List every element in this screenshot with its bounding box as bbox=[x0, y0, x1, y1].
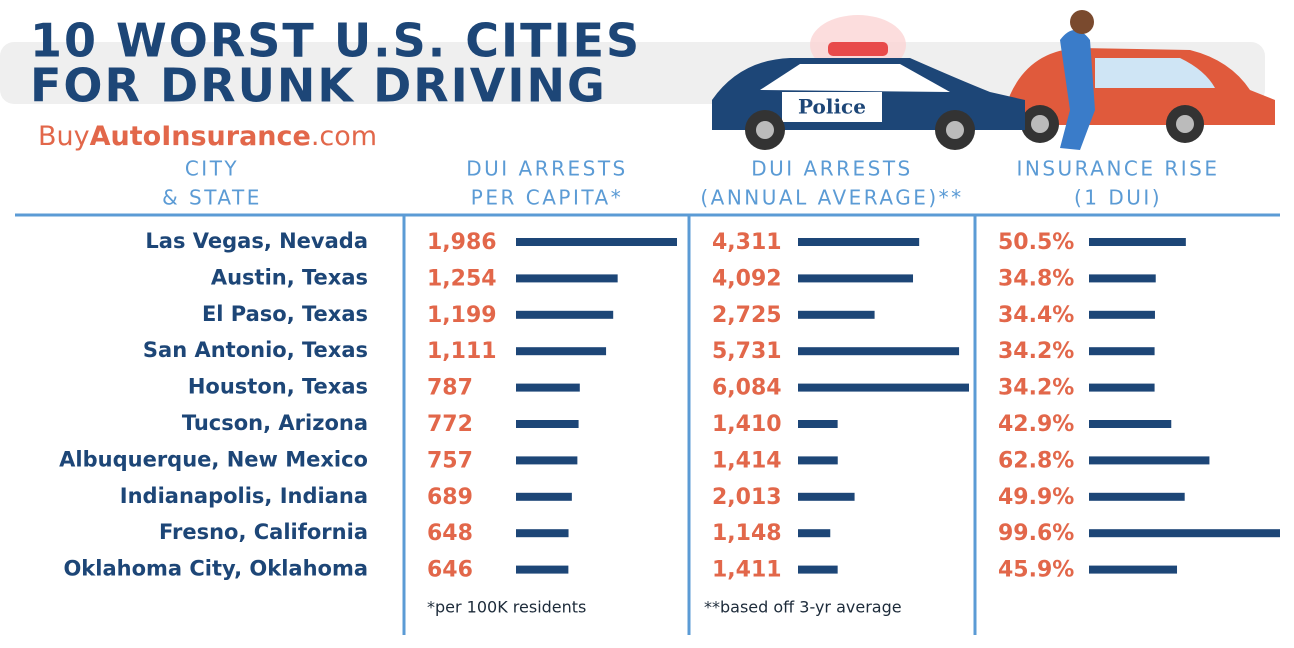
column-header: DUI ARRESTS bbox=[751, 157, 913, 181]
value-label: 4,311 bbox=[712, 230, 782, 255]
bar bbox=[1089, 529, 1280, 538]
bar bbox=[1089, 274, 1156, 283]
bar bbox=[516, 274, 618, 283]
bar bbox=[798, 529, 831, 538]
value-label: 45.9% bbox=[998, 558, 1074, 583]
column-header: (1 DUI) bbox=[1074, 186, 1162, 210]
bar bbox=[516, 529, 569, 538]
value-label: 1,414 bbox=[712, 448, 782, 473]
bar bbox=[798, 383, 969, 392]
bar bbox=[798, 456, 838, 465]
bar bbox=[1089, 238, 1186, 246]
bar bbox=[516, 456, 578, 465]
illustration: Police bbox=[712, 10, 1275, 150]
bar bbox=[516, 565, 569, 574]
police-sign: Police bbox=[798, 95, 866, 119]
title-line: 10 WORST U.S. CITIES bbox=[30, 14, 641, 68]
brand-part: AutoInsurance bbox=[90, 121, 311, 152]
bar bbox=[798, 565, 838, 574]
bar bbox=[516, 238, 677, 246]
bar bbox=[1089, 347, 1155, 356]
value-label: 1,148 bbox=[712, 521, 782, 546]
value-label: 34.2% bbox=[998, 376, 1074, 401]
value-label: 1,111 bbox=[427, 339, 497, 364]
column-header: (ANNUAL AVERAGE)** bbox=[700, 186, 963, 210]
value-label: 1,199 bbox=[427, 303, 497, 328]
value-label: 34.4% bbox=[998, 303, 1074, 328]
bar bbox=[1089, 310, 1155, 319]
bar bbox=[798, 274, 914, 283]
bar bbox=[516, 492, 572, 501]
brand-part: .com bbox=[311, 121, 377, 152]
bar bbox=[516, 310, 614, 319]
value-label: 42.9% bbox=[998, 412, 1074, 437]
footnote: *per 100K residents bbox=[427, 598, 586, 617]
value-label: 49.9% bbox=[998, 485, 1074, 510]
city-name: Oklahoma City, Oklahoma bbox=[63, 557, 368, 581]
value-label: 4,092 bbox=[712, 266, 782, 291]
column-header: & STATE bbox=[162, 186, 262, 210]
city-name: Houston, Texas bbox=[188, 375, 368, 399]
title-line: FOR DRUNK DRIVING bbox=[30, 59, 607, 113]
value-label: 1,254 bbox=[427, 266, 497, 291]
bar bbox=[1089, 456, 1210, 465]
city-name: Albuquerque, New Mexico bbox=[59, 447, 368, 471]
value-label: 689 bbox=[427, 485, 473, 510]
city-name: El Paso, Texas bbox=[202, 302, 368, 326]
bar bbox=[1089, 383, 1155, 392]
value-label: 1,410 bbox=[712, 412, 782, 437]
city-name: Austin, Texas bbox=[211, 265, 368, 289]
value-label: 1,411 bbox=[712, 558, 782, 583]
value-label: 648 bbox=[427, 521, 473, 546]
bar bbox=[1089, 492, 1185, 501]
bar bbox=[798, 238, 920, 246]
value-label: 6,084 bbox=[712, 376, 782, 401]
column-header: DUI ARRESTS bbox=[466, 157, 628, 181]
bar bbox=[1089, 420, 1172, 428]
city-name: Tucson, Arizona bbox=[182, 411, 368, 435]
brand-part: Buy bbox=[38, 121, 90, 152]
bar bbox=[516, 420, 579, 428]
value-label: 2,725 bbox=[712, 303, 782, 328]
city-name: San Antonio, Texas bbox=[143, 338, 368, 362]
value-label: 646 bbox=[427, 558, 473, 583]
value-label: 772 bbox=[427, 412, 473, 437]
bar bbox=[516, 347, 607, 356]
value-label: 1,986 bbox=[427, 230, 497, 255]
footnote: **based off 3-yr average bbox=[704, 598, 902, 617]
value-label: 757 bbox=[427, 448, 473, 473]
value-label: 34.2% bbox=[998, 339, 1074, 364]
city-name: Fresno, California bbox=[159, 520, 368, 544]
value-label: 62.8% bbox=[998, 448, 1074, 473]
brand: BuyAutoInsurance.com bbox=[38, 121, 377, 152]
value-label: 99.6% bbox=[998, 521, 1074, 546]
value-label: 787 bbox=[427, 376, 473, 401]
bar bbox=[798, 347, 960, 356]
column-header: CITY bbox=[185, 157, 239, 181]
value-label: 50.5% bbox=[998, 230, 1074, 255]
column-header: PER CAPITA* bbox=[471, 186, 623, 210]
bar bbox=[798, 420, 838, 428]
city-name: Indianapolis, Indiana bbox=[120, 484, 368, 508]
column-header: INSURANCE RISE bbox=[1016, 157, 1219, 181]
bar bbox=[1089, 565, 1178, 574]
bar bbox=[798, 310, 875, 319]
bar bbox=[798, 492, 855, 501]
city-name: Las Vegas, Nevada bbox=[145, 229, 368, 253]
value-label: 34.8% bbox=[998, 266, 1074, 291]
value-label: 5,731 bbox=[712, 339, 782, 364]
value-label: 2,013 bbox=[712, 485, 782, 510]
bar bbox=[516, 383, 580, 392]
